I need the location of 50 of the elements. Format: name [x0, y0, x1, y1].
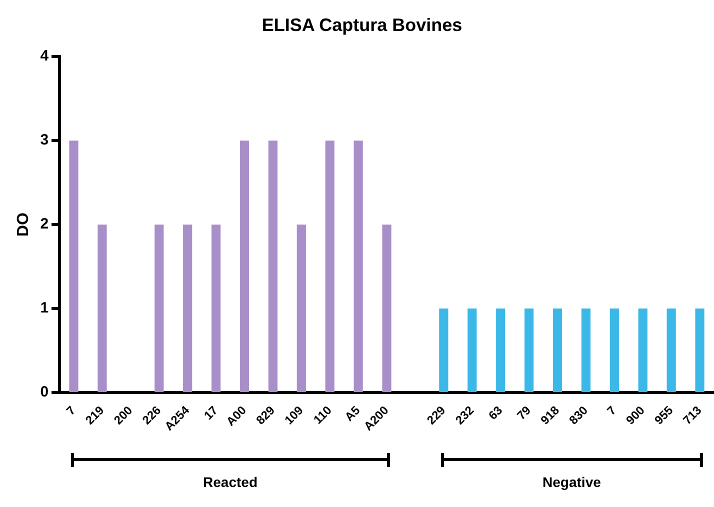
bar	[695, 308, 704, 392]
bar	[240, 140, 250, 392]
text: Reacted	[203, 474, 258, 490]
bar	[183, 224, 192, 392]
x-tick-label: 219	[82, 402, 107, 428]
x-tick-label: 7	[64, 402, 78, 418]
y-tick-label: 3	[40, 132, 49, 149]
x-tick-label: 7	[604, 402, 620, 418]
bar	[296, 224, 306, 392]
chart-title: ELISA Captura Bovines	[262, 14, 462, 35]
x-tick-label: 17	[201, 402, 221, 423]
y-axis-title: DO	[15, 212, 32, 237]
bar	[552, 308, 562, 392]
bar	[325, 140, 334, 392]
bar	[98, 224, 107, 392]
x-tick-label: 829	[253, 402, 278, 428]
x-tick-label: 918	[538, 402, 562, 428]
x-tick-label: 232	[452, 402, 477, 428]
bar	[496, 308, 506, 392]
x-tick-label: 79	[514, 402, 534, 423]
y-tick-label: 1	[40, 300, 49, 317]
x-tick-label: 229	[424, 402, 448, 428]
x-tick-label: 226	[140, 402, 164, 428]
bar	[439, 308, 448, 392]
bar	[468, 308, 477, 392]
x-tick-label: A00	[223, 402, 250, 429]
bar	[638, 308, 648, 392]
x-tick-label: 200	[111, 402, 136, 428]
bar	[211, 224, 221, 392]
bar	[666, 308, 676, 392]
x-tick-label: 830	[566, 402, 591, 428]
bar	[382, 224, 392, 392]
x-tick-label: 900	[623, 402, 648, 428]
y-tick-label: 4	[40, 48, 50, 65]
x-tick-label: 109	[282, 402, 306, 428]
bar	[610, 308, 619, 392]
x-tick-label: 713	[680, 402, 704, 428]
x-tick-label: 955	[652, 402, 676, 428]
bar	[69, 140, 78, 392]
bar	[524, 308, 534, 392]
bar	[268, 140, 278, 392]
y-tick-label: 0	[40, 384, 49, 401]
bar	[354, 140, 363, 392]
text: Negative	[542, 474, 601, 490]
x-tick-label: 110	[310, 402, 335, 427]
x-tick-label: A5	[342, 402, 364, 424]
bar	[154, 224, 164, 392]
x-tick-label: 63	[486, 402, 506, 423]
y-tick-label: 2	[40, 216, 49, 233]
bar	[581, 308, 591, 392]
